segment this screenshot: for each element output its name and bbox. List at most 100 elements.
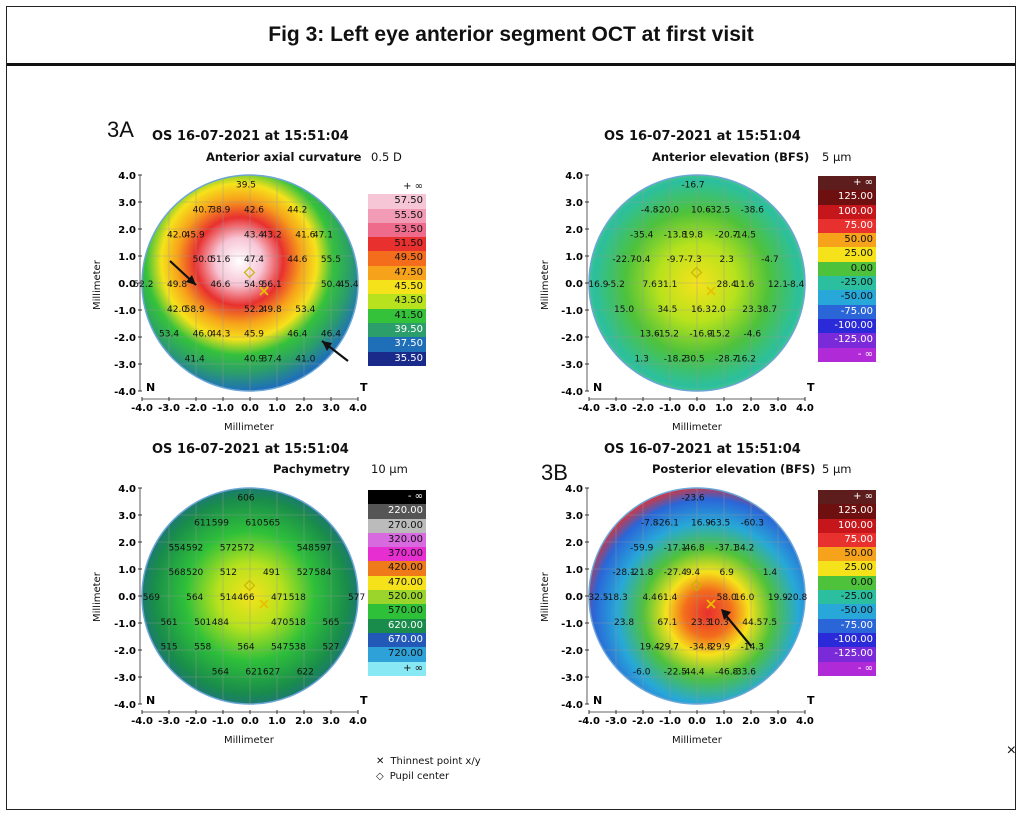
map-value: -4.8 <box>641 205 659 215</box>
scale-entry: 51.50 <box>368 237 426 252</box>
y-tick-label: -2.0 <box>114 646 136 657</box>
map-value: -21.8 <box>630 568 654 578</box>
map-value: 518 <box>289 618 306 628</box>
thinnest-point-marker <box>706 286 716 296</box>
map-value: -22.7 <box>612 255 635 265</box>
map-value: -6.0 <box>633 668 651 678</box>
panel-label-3a: 3A <box>107 117 134 142</box>
temporal-marker: T <box>807 381 815 394</box>
scale-entry: -50.00 <box>818 290 876 305</box>
map-value: -32.5 <box>707 205 730 215</box>
map-value: 49.8 <box>167 280 187 290</box>
map-value: 41.6 <box>295 230 315 240</box>
map-value: 31.1 <box>657 280 677 290</box>
map-value: -26.1 <box>656 518 679 528</box>
map-value: -18.3 <box>604 593 627 603</box>
pupil-center-marker <box>243 579 256 592</box>
thinnest-point-marker <box>259 286 269 296</box>
y-tick-label: 2.0 <box>118 538 136 549</box>
map-value: 55.5 <box>321 255 341 265</box>
y-tick-label: 4.0 <box>565 484 583 495</box>
map-value: -35.4 <box>630 230 654 240</box>
y-tick-label: -3.0 <box>114 360 136 371</box>
map-value: 515 <box>160 643 177 653</box>
scale-entry: -125.00 <box>818 647 876 662</box>
map-value: -29.9 <box>707 643 731 653</box>
y-tick-label: -2.0 <box>561 646 583 657</box>
map-value: -63.5 <box>707 518 730 528</box>
scale-entry: 520.00 <box>368 590 426 605</box>
y-tick-label: -2.0 <box>561 333 583 344</box>
map-value: 12.1 <box>768 280 788 290</box>
x-tick-label: 3.0 <box>322 716 340 727</box>
map-value: -20.0 <box>656 205 680 215</box>
map-value: 52.2 <box>244 305 264 315</box>
y-tick-label: 0.0 <box>565 592 583 603</box>
map-value: 34.5 <box>657 305 677 315</box>
figure-frame <box>6 6 1016 810</box>
map-value: 45.9 <box>185 230 205 240</box>
scale-entry: 43.50 <box>368 294 426 309</box>
scale-entry: 37.50 <box>368 337 426 352</box>
map-value: 28.4 <box>717 280 737 290</box>
scale-entry: 370.00 <box>368 547 426 562</box>
map-value: 16.3 <box>691 305 711 315</box>
map-value: 1.3 <box>635 355 649 365</box>
map-value: 19.9 <box>768 593 788 603</box>
x-tick-label: -3.0 <box>158 403 180 414</box>
scale-entry: 45.50 <box>368 280 426 295</box>
map-value: 569 <box>143 593 160 603</box>
nasal-marker: N <box>593 694 602 707</box>
map-value: 16.0 <box>734 593 754 603</box>
map-value: 572 <box>237 543 254 553</box>
scale-entry: 270.00 <box>368 518 426 533</box>
map-value: 16.9 <box>691 518 711 528</box>
map-value: -46.8 <box>715 668 739 678</box>
map-value: 43.4 <box>244 230 264 240</box>
map-value: 627 <box>263 668 280 678</box>
map-value: -23.6 <box>681 494 705 504</box>
panel-unit: 5 µm <box>822 150 852 164</box>
arrow-annotation <box>722 611 752 647</box>
nasal-marker: N <box>593 381 602 394</box>
map-value: 564 <box>186 593 203 603</box>
map-value: -37.1 <box>715 543 738 553</box>
y-tick-label: 3.0 <box>565 198 583 209</box>
x-tick-label: 0.0 <box>241 716 259 727</box>
x-axis-label: Millimeter <box>224 735 274 746</box>
map-value: -7.3 <box>684 255 702 265</box>
map-value: 622 <box>297 668 314 678</box>
y-tick-label: -4.0 <box>561 700 583 711</box>
scale-entry: -25.00 <box>818 276 876 291</box>
map-value: 19.4 <box>640 643 660 653</box>
scale-entry: 0.00 <box>818 261 876 277</box>
y-tick-label: -4.0 <box>561 387 583 398</box>
map-value: 47.4 <box>244 255 264 265</box>
x-tick-label: -2.0 <box>632 403 654 414</box>
y-axis-label: Millimeter <box>540 572 551 622</box>
y-tick-label: -4.0 <box>114 700 136 711</box>
y-tick-label: -3.0 <box>561 673 583 684</box>
x-tick-label: 3.0 <box>769 716 787 727</box>
y-tick-label: -2.0 <box>114 333 136 344</box>
x-axis-label: Millimeter <box>224 422 274 433</box>
scale-entry: 75.00 <box>818 218 876 234</box>
x-tick-label: -1.0 <box>659 403 681 414</box>
map-value: 50.0 <box>193 255 213 265</box>
map-value: 53.4 <box>295 305 315 315</box>
map-value: 11.6 <box>734 280 754 290</box>
x-tick-label: -4.0 <box>578 716 600 727</box>
scale-entry: 49.50 <box>368 251 426 266</box>
nasal-marker: N <box>146 381 155 394</box>
map-value: 466 <box>237 593 254 603</box>
y-tick-label: 0.0 <box>565 279 583 290</box>
temporal-marker: T <box>360 694 368 707</box>
close-icon[interactable]: × <box>1006 742 1016 759</box>
x-axis-label: Millimeter <box>672 422 722 433</box>
map-value: 470 <box>271 618 288 628</box>
pupil-center-marker <box>690 266 703 279</box>
map-value: 56.1 <box>262 280 282 290</box>
map-value: 53.4 <box>159 330 179 340</box>
scale-entry: 570.00 <box>368 604 426 619</box>
map-value: -30.5 <box>681 355 704 365</box>
